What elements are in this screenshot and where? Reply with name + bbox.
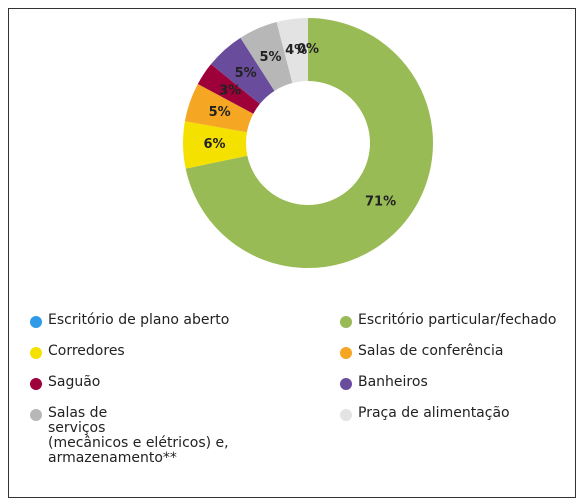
legend-swatch <box>340 316 352 328</box>
legend-item: Salas de serviços (mecânicos e elétricos… <box>30 406 229 466</box>
legend-item: Salas de conferência <box>340 344 503 359</box>
legend-label: Salas de serviços (mecânicos e elétricos… <box>48 405 229 466</box>
legend-label: Salas de conferência <box>358 343 504 359</box>
legend-label: Saguão <box>48 374 101 390</box>
slice <box>240 22 293 91</box>
slice <box>210 37 275 104</box>
legend-swatch <box>30 316 42 328</box>
legend-label: Corredores <box>48 343 125 359</box>
slice <box>183 121 248 169</box>
legend-item: Praça de alimentação <box>340 406 510 421</box>
legend-swatch <box>30 347 42 359</box>
slice <box>276 18 308 83</box>
slice <box>184 83 254 133</box>
value-label: 71% <box>365 194 396 209</box>
value-label: 4% <box>285 43 307 58</box>
value-label: 5% <box>209 105 231 120</box>
legend-swatch <box>340 347 352 359</box>
legend-item: Escritório particular/fechado <box>340 313 556 328</box>
legend-item: Saguão <box>30 375 100 390</box>
legend-swatch <box>340 409 352 421</box>
value-label: 0% <box>297 42 319 57</box>
value-label: 6% <box>203 137 225 152</box>
slice <box>197 64 260 114</box>
legend-item: Banheiros <box>340 375 428 390</box>
donut-chart: 0%71%6%5%3%5%5% 4% <box>183 18 433 268</box>
value-label: 5% <box>235 66 257 81</box>
slice <box>185 18 433 268</box>
legend-label: Escritório particular/fechado <box>358 312 557 328</box>
legend-swatch <box>340 378 352 390</box>
legend-label: Escritório de plano aberto <box>48 312 230 328</box>
value-label: 5% <box>259 50 281 65</box>
legend-item: Corredores <box>30 344 125 359</box>
legend-label: Banheiros <box>358 374 428 390</box>
legend-swatch <box>30 409 42 421</box>
legend-label: Praça de alimentação <box>358 405 510 421</box>
value-label: 3% <box>219 84 241 99</box>
legend-swatch <box>30 378 42 390</box>
legend-item: Escritório de plano aberto <box>30 313 229 328</box>
